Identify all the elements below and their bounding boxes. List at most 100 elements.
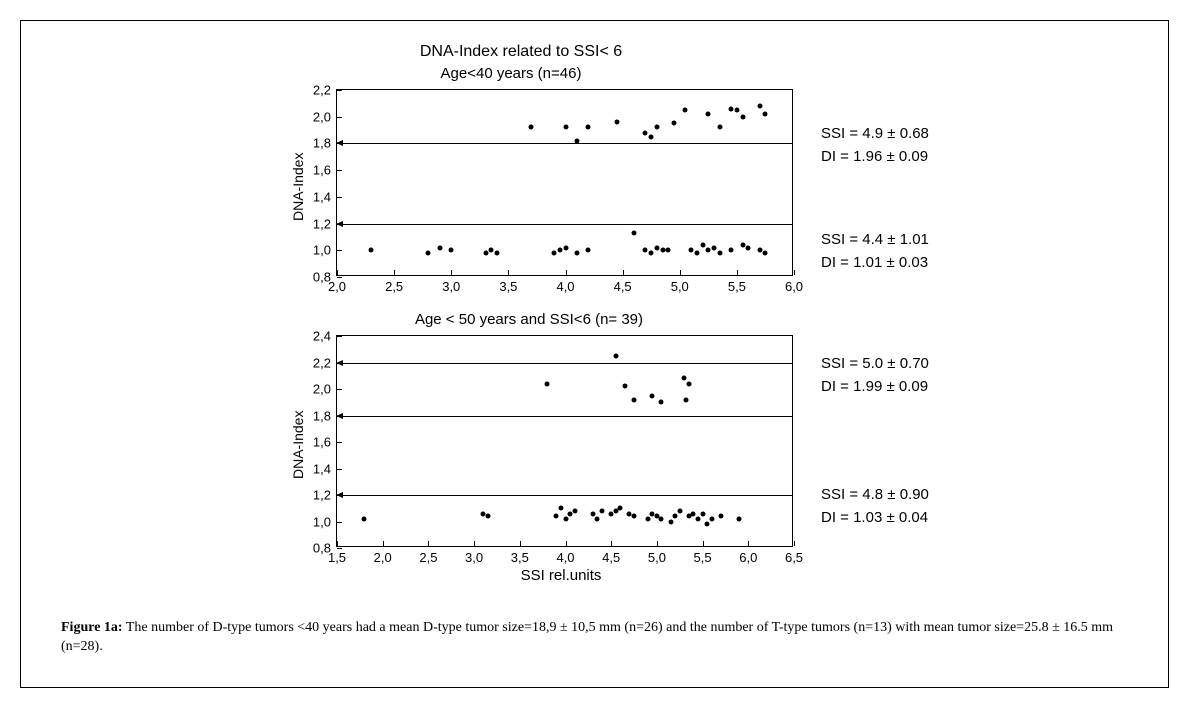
y-tick-label: 2,2	[313, 355, 337, 370]
data-point	[709, 516, 714, 521]
chart1-ylabel: DNA-Index	[290, 141, 306, 221]
x-tick-label: 3,0	[465, 546, 483, 565]
data-point	[485, 514, 490, 519]
data-point	[718, 514, 723, 519]
x-tick-label: 2,0	[374, 546, 392, 565]
x-tick-label: 2,0	[328, 275, 346, 294]
y-tick-label: 1,8	[313, 136, 337, 151]
y-tick-label: 1,2	[313, 216, 337, 231]
chart1-upper-ssi: SSI = 4.9 ± 0.68	[821, 125, 929, 142]
y-tick-label: 1,2	[313, 488, 337, 503]
data-point	[362, 516, 367, 521]
data-point	[757, 248, 762, 253]
data-point	[649, 250, 654, 255]
data-point	[632, 230, 637, 235]
data-point	[563, 125, 568, 130]
data-point	[586, 125, 591, 130]
data-point	[717, 125, 722, 130]
data-point	[668, 519, 673, 524]
data-point	[558, 506, 563, 511]
data-point	[689, 248, 694, 253]
data-point	[632, 514, 637, 519]
data-point	[763, 112, 768, 117]
x-tick-label: 4,0	[556, 546, 574, 565]
y-tick-label: 1,6	[313, 435, 337, 450]
data-point	[649, 134, 654, 139]
x-tick-label: 6,0	[739, 546, 757, 565]
data-point	[659, 516, 664, 521]
data-point	[654, 245, 659, 250]
x-tick-label: 3,5	[511, 546, 529, 565]
chart2-ylabel: DNA-Index	[290, 399, 306, 479]
data-point	[622, 384, 627, 389]
x-tick-label: 4,0	[556, 275, 574, 294]
data-point	[654, 125, 659, 130]
data-point	[717, 250, 722, 255]
data-point	[545, 381, 550, 386]
chart2-lower-ssi: SSI = 4.8 ± 0.90	[821, 486, 929, 503]
chart2-upper-di: DI = 1.99 ± 0.09	[821, 378, 928, 395]
data-point	[645, 516, 650, 521]
chart1-upper-di: DI = 1.96 ± 0.09	[821, 148, 928, 165]
data-point	[437, 245, 442, 250]
chart1-lower-ssi: SSI = 4.4 ± 1.01	[821, 231, 929, 248]
data-point	[643, 130, 648, 135]
chart2-subtitle: Age < 50 years and SSI<6 (n= 39)	[359, 311, 699, 328]
data-point	[737, 516, 742, 521]
data-point	[682, 376, 687, 381]
x-tick-label: 5,0	[671, 275, 689, 294]
data-point	[613, 353, 618, 358]
data-point	[684, 397, 689, 402]
data-point	[694, 250, 699, 255]
data-point	[706, 248, 711, 253]
data-point	[696, 516, 701, 521]
data-point	[763, 250, 768, 255]
data-point	[650, 393, 655, 398]
data-point	[563, 516, 568, 521]
y-tick-label: 1,4	[313, 189, 337, 204]
data-point	[659, 400, 664, 405]
data-point	[590, 511, 595, 516]
y-tick-label: 1,0	[313, 514, 337, 529]
caption-text: The number of D-type tumors <40 years ha…	[61, 620, 1113, 654]
data-point	[574, 138, 579, 143]
data-point	[614, 120, 619, 125]
y-tick-label: 2,2	[313, 83, 337, 98]
chart2-upper-ssi: SSI = 5.0 ± 0.70	[821, 355, 929, 372]
y-tick-label: 1,6	[313, 163, 337, 178]
y-tick-label: 2,0	[313, 382, 337, 397]
data-point	[686, 381, 691, 386]
data-point	[449, 248, 454, 253]
data-point	[666, 248, 671, 253]
x-tick-label: 5,0	[648, 546, 666, 565]
data-point	[700, 511, 705, 516]
data-point	[369, 248, 374, 253]
data-point	[706, 112, 711, 117]
figure-main-title: DNA-Index related to SSI< 6	[321, 43, 721, 61]
x-tick-label: 6,0	[785, 275, 803, 294]
x-tick-label: 5,5	[694, 546, 712, 565]
data-point	[632, 397, 637, 402]
x-tick-label: 2,5	[385, 275, 403, 294]
data-point	[757, 104, 762, 109]
data-point	[660, 248, 665, 253]
data-point	[729, 106, 734, 111]
data-point	[643, 248, 648, 253]
y-tick-label: 1,4	[313, 461, 337, 476]
x-tick-label: 5,5	[728, 275, 746, 294]
data-point	[483, 250, 488, 255]
data-point	[489, 248, 494, 253]
data-point	[740, 114, 745, 119]
data-point	[572, 508, 577, 513]
x-tick-label: 4,5	[602, 546, 620, 565]
data-point	[746, 245, 751, 250]
data-point	[683, 108, 688, 113]
data-point	[729, 248, 734, 253]
data-point	[600, 508, 605, 513]
data-point	[673, 514, 678, 519]
data-point	[595, 516, 600, 521]
x-tick-label: 4,5	[614, 275, 632, 294]
x-tick-label: 6,5	[785, 546, 803, 565]
chart1-lower-di: DI = 1.01 ± 0.03	[821, 254, 928, 271]
data-point	[563, 245, 568, 250]
